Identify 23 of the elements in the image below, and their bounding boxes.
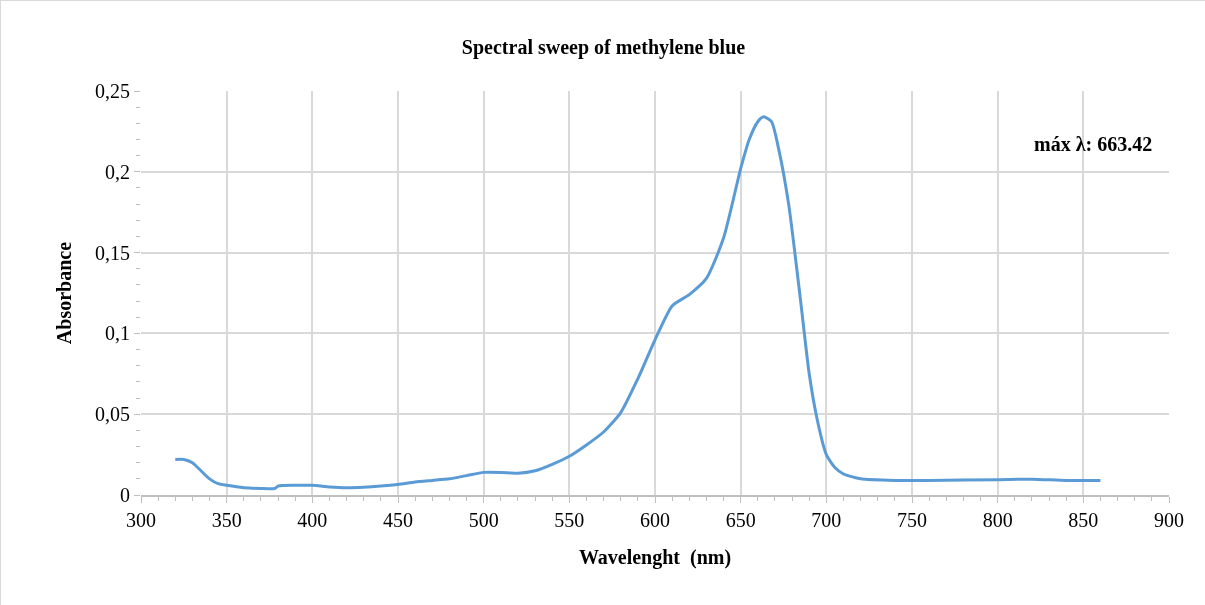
x-tick-label: 350 <box>211 509 242 531</box>
x-tick-label: 550 <box>554 509 585 531</box>
y-tick-label: 0,15 <box>95 241 130 264</box>
x-tick-label: 400 <box>297 509 328 531</box>
x-tick-label: 600 <box>640 509 670 531</box>
x-tick-label: 900 <box>1154 509 1184 531</box>
y-axis-title: Absorbance <box>52 241 75 345</box>
y-tick-label: 0,05 <box>95 403 130 426</box>
y-tick-label: 0,1 <box>105 322 130 345</box>
x-tick-label: 450 <box>383 509 413 531</box>
x-tick-label: 650 <box>725 509 756 531</box>
y-tick-label: 0,25 <box>95 80 130 102</box>
x-tick-label: 750 <box>897 509 927 531</box>
y-tick-label: 0 <box>120 484 130 506</box>
x-tick-label: 500 <box>468 509 499 531</box>
annotation: máx λ: 663.42 <box>1034 133 1153 155</box>
x-tick-label: 800 <box>982 509 1013 531</box>
chart-title: Spectral sweep of methylene blue <box>461 36 746 60</box>
x-tick-label: 700 <box>811 509 842 531</box>
x-tick-label: 300 <box>126 509 156 531</box>
x-tick-label: 850 <box>1068 509 1099 531</box>
y-tick-label: 0,2 <box>105 160 130 183</box>
x-axis-title: Wavelenght (nm) <box>578 546 732 569</box>
